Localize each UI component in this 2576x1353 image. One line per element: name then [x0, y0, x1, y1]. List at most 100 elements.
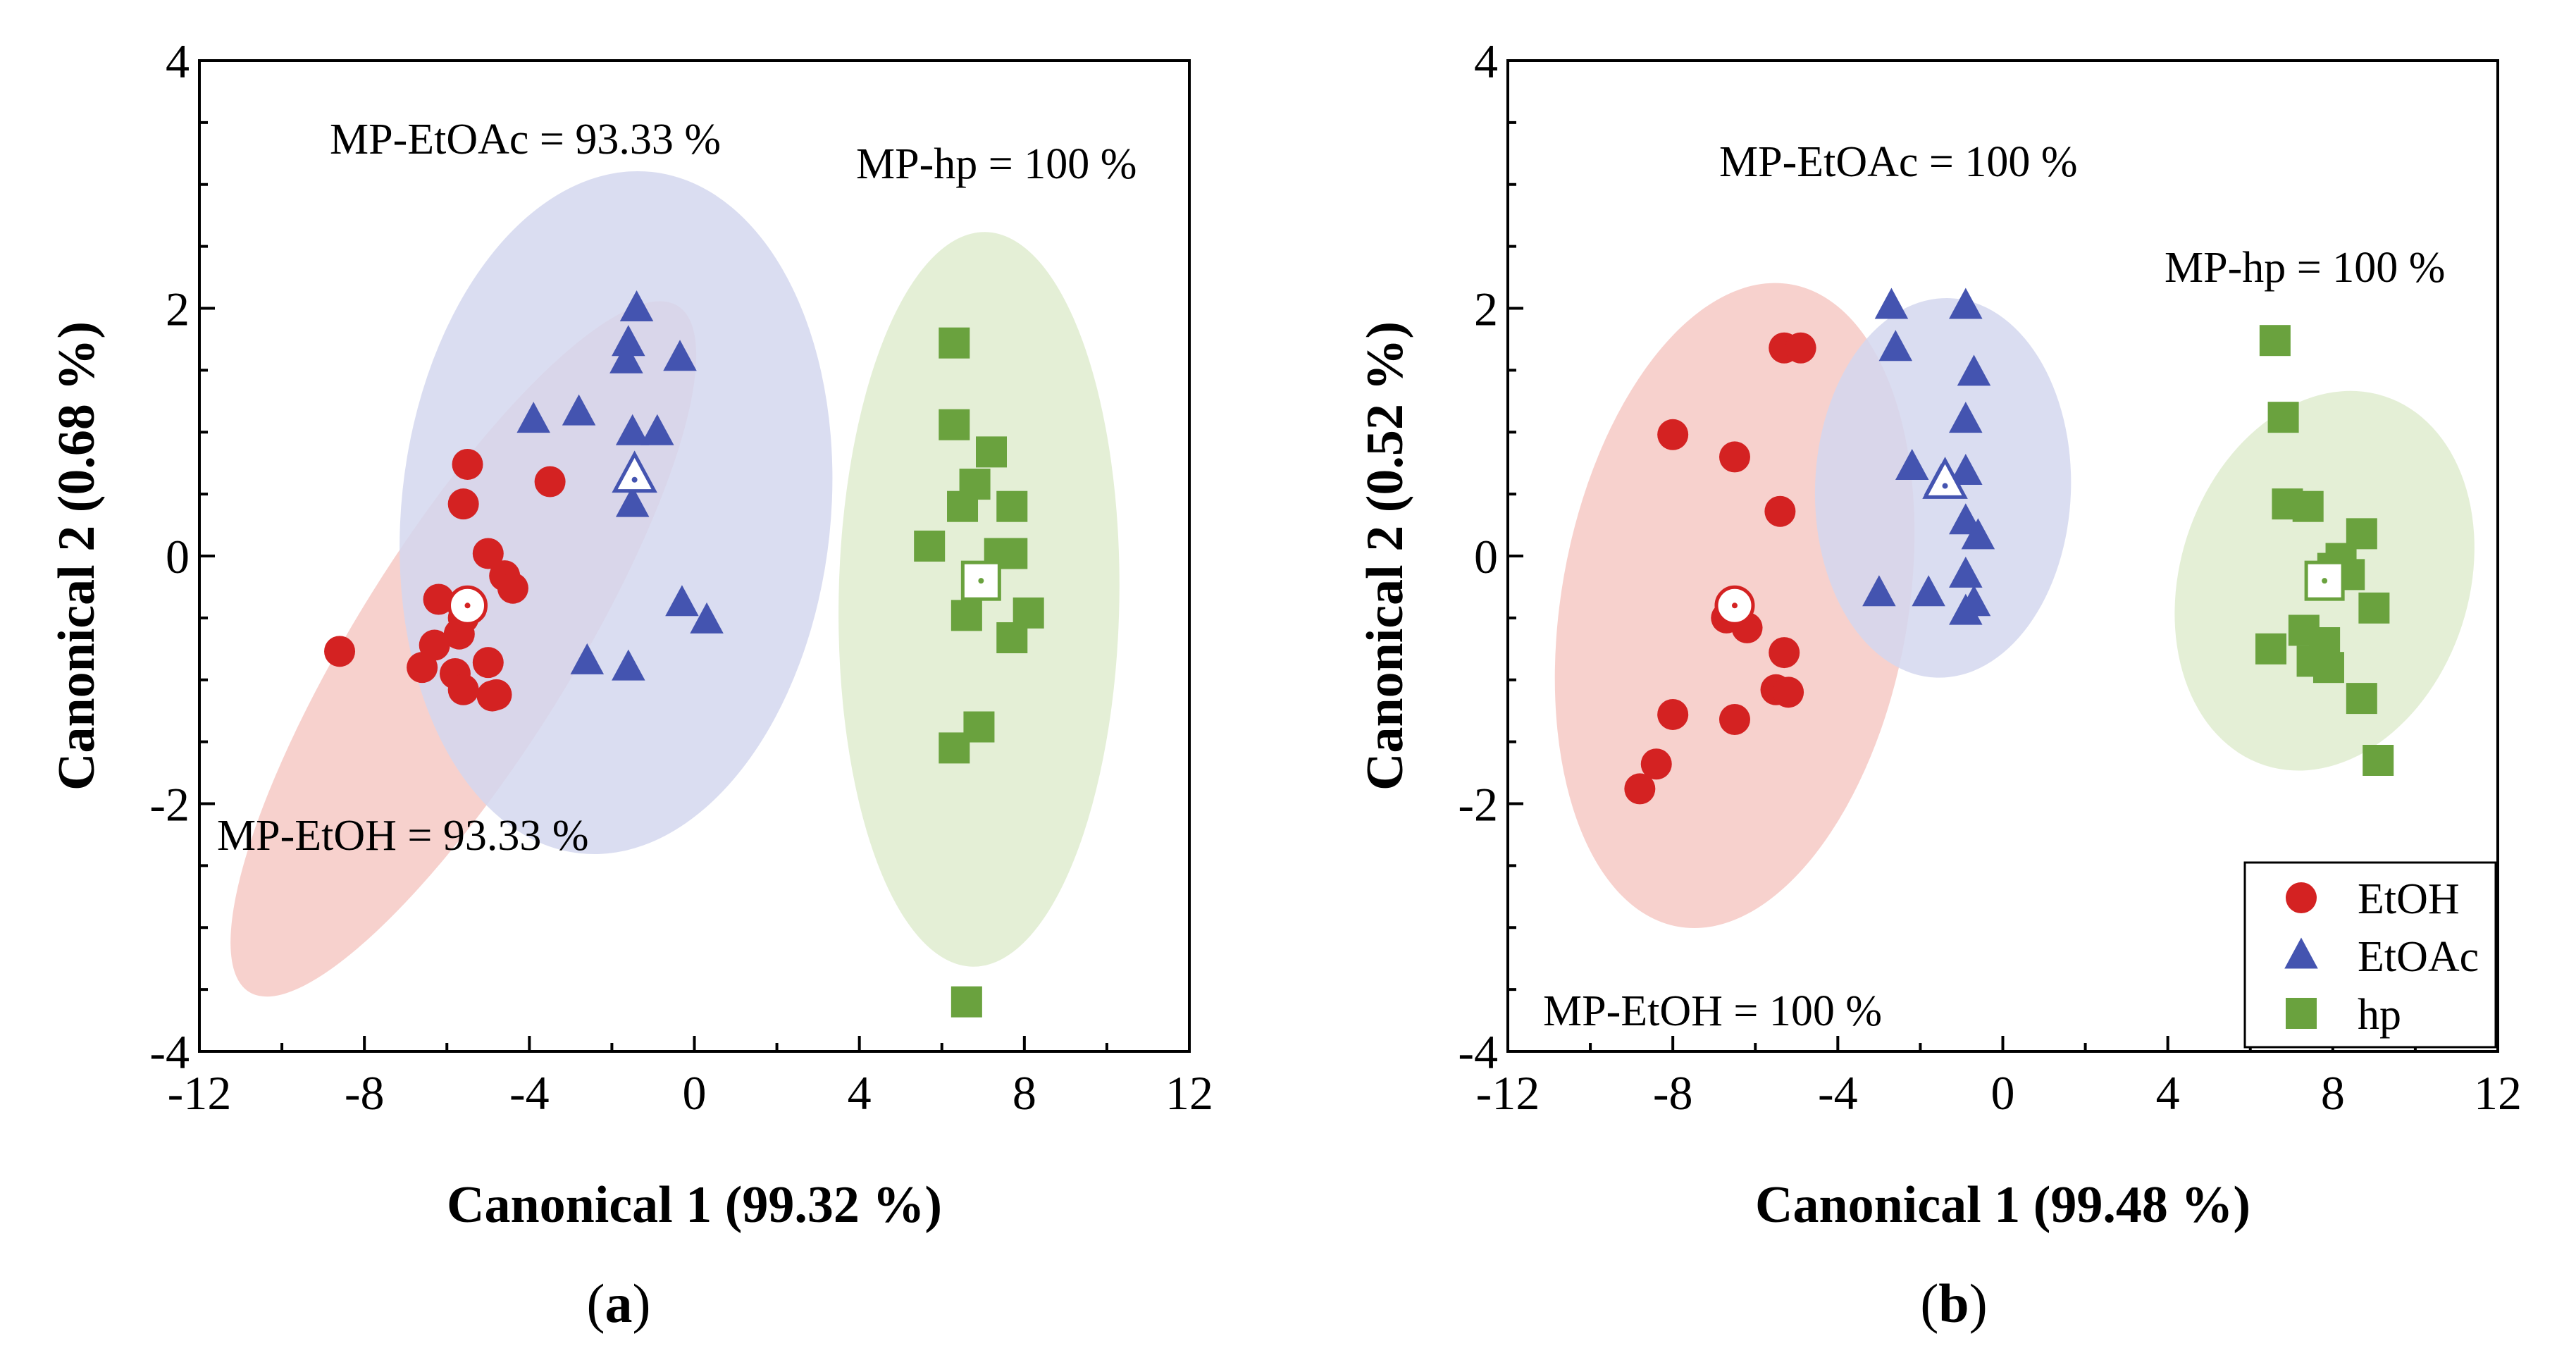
legend: EtOH EtOAc hp: [2243, 861, 2497, 1049]
panel-b-ticks: [1506, 59, 2499, 1053]
y-tick-label: 2: [166, 283, 190, 336]
x-tick-label: 4: [848, 1066, 872, 1120]
point-etoac: [1874, 288, 1909, 319]
panel-a-annotation-etoh: MP-EtOH = 93.33 %: [217, 812, 589, 860]
point-etoh: [472, 538, 504, 569]
point-etoh: [447, 674, 479, 705]
point-etoac: [1949, 288, 1983, 319]
panel-label-a: (a): [587, 1273, 651, 1334]
panel-a-tick-labels: -12 -8 -4 0 4 8 12 -4 -2 0 2 4: [149, 35, 1213, 1120]
legend-label-etoh: EtOH: [2358, 875, 2460, 923]
point-etoac: [1862, 575, 1896, 607]
y-tick-label: 0: [166, 530, 190, 583]
panel-label-a-letter: a: [605, 1273, 633, 1334]
point-hp: [939, 409, 970, 440]
point-etoh: [447, 488, 479, 520]
legend-marker-hp: [2286, 998, 2317, 1029]
point-hp: [950, 600, 982, 631]
point-hp: [2267, 402, 2299, 433]
point-hp: [914, 530, 946, 562]
point-etoac: [640, 414, 674, 445]
centroid-dot-etoac: [631, 476, 638, 483]
x-tick-label: 8: [1013, 1066, 1036, 1120]
panel-a-centroids: [447, 450, 1001, 626]
x-tick-label: -12: [1476, 1066, 1540, 1120]
x-tick-label: -4: [509, 1066, 550, 1120]
point-etoac: [1957, 354, 1991, 386]
panel-a-ellipses: [230, 171, 1120, 997]
point-hp: [939, 732, 970, 764]
panel-b-annotation-hp: MP-hp = 100 %: [2165, 244, 2445, 292]
point-hp: [2292, 490, 2324, 522]
point-etoac: [609, 342, 643, 373]
point-etoh: [472, 647, 504, 679]
y-tick-label: 4: [166, 35, 190, 88]
panel-b-centroids: [1714, 457, 2345, 626]
y-tick-label: 4: [1474, 35, 1498, 88]
point-etoac: [1949, 593, 1983, 625]
point-etoac: [690, 602, 724, 634]
panel-b-x-axis-title: Canonical 1 (99.48 %): [1755, 1176, 2250, 1234]
point-etoh: [1764, 495, 1796, 527]
y-tick-label: 2: [1474, 283, 1498, 336]
panel-a-annotation-hp: MP-hp = 100 %: [856, 140, 1137, 188]
point-hp: [2363, 744, 2394, 776]
panel-a-annotation-etoac: MP-EtOAc = 93.33 %: [330, 116, 721, 163]
point-hp: [2255, 633, 2287, 665]
point-hp: [996, 490, 1028, 522]
point-etoh: [534, 466, 566, 498]
point-etoh: [1785, 332, 1816, 364]
panel-label-b-letter: b: [1938, 1273, 1969, 1334]
point-etoh: [1773, 676, 1804, 708]
panel-a-points: [324, 290, 1044, 1018]
point-etoh: [481, 679, 512, 710]
x-tick-label: 0: [683, 1066, 707, 1120]
centroid-dot-etoac: [1942, 483, 1948, 489]
point-etoh: [423, 583, 454, 615]
panel-b-annotation-etoac: MP-EtOAc = 100 %: [1719, 138, 2078, 186]
point-etoh: [324, 636, 356, 667]
point-etoac: [562, 394, 596, 426]
point-etoh: [1640, 748, 1672, 780]
point-etoac: [1912, 575, 1945, 607]
point-etoac: [615, 414, 650, 445]
centroid-dot-hp: [2322, 578, 2328, 584]
point-hp: [2259, 325, 2291, 357]
point-etoac: [516, 402, 550, 433]
panel-label-b: (b): [1920, 1273, 1987, 1334]
point-hp: [996, 538, 1028, 569]
panel-b-y-axis-title: Canonical 2 (0.52 %): [1356, 321, 1414, 791]
panel-b-tick-labels: -12 -8 -4 0 4 8 12 -4 -2 0 2 4: [1458, 35, 2522, 1120]
point-etoac: [1949, 556, 1983, 588]
point-etoh: [452, 448, 483, 480]
point-hp: [947, 490, 979, 522]
point-etoac: [619, 290, 654, 321]
x-tick-label: 12: [2474, 1066, 2522, 1120]
panel-a-ticks: [198, 59, 1191, 1053]
panel-b-points: [1624, 288, 2394, 805]
point-etoac: [1949, 453, 1983, 485]
point-etoh: [1769, 637, 1800, 669]
y-tick-label: -4: [149, 1025, 190, 1079]
y-tick-label: -4: [1458, 1025, 1498, 1079]
point-hp: [976, 436, 1007, 468]
x-tick-label: 0: [1991, 1066, 2015, 1120]
centroid-etoac: [1922, 457, 1968, 499]
point-hp: [996, 622, 1028, 653]
legend-markers: [2284, 882, 2318, 1029]
point-hp: [950, 986, 982, 1018]
point-etoh: [1624, 773, 1656, 805]
point-hp: [2346, 683, 2377, 715]
panel-b-annotation-etoh: MP-EtOH = 100 %: [1543, 987, 1882, 1035]
x-tick-label: -8: [345, 1066, 385, 1120]
x-tick-label: 4: [2156, 1066, 2180, 1120]
centroid-etoac: [612, 450, 657, 493]
panel-a: -12 -8 -4 0 4 8 12 -4 -2 0 2 4 Canonical 1 (99.32 %…: [48, 35, 1213, 1234]
point-hp: [2312, 652, 2344, 684]
centroid-dot-hp: [978, 578, 984, 584]
point-etoac: [615, 486, 650, 517]
point-etoh: [1657, 698, 1689, 730]
x-tick-label: -12: [168, 1066, 232, 1120]
x-tick-label: -8: [1653, 1066, 1693, 1120]
point-etoh: [1719, 441, 1750, 473]
